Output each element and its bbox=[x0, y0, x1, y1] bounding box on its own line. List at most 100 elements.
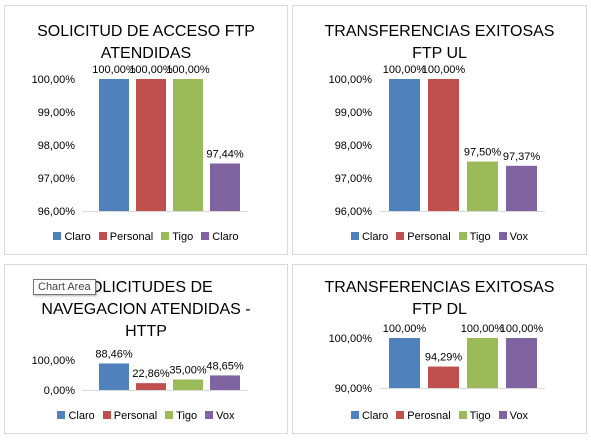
legend-label: Perosnal bbox=[407, 410, 451, 422]
legend-swatch bbox=[98, 232, 107, 240]
bar-vox[interactable] bbox=[506, 165, 537, 211]
y-tick-label: 99,00% bbox=[335, 107, 373, 119]
y-tick-label: 97,00% bbox=[335, 173, 373, 185]
bar-chart-plot: 96,00%97,00%98,00%99,00%100,00%100,00%10… bbox=[329, 64, 545, 218]
legend-item: Claro bbox=[350, 231, 388, 243]
data-label: 100,00% bbox=[166, 64, 210, 76]
y-tick-label: 100,00% bbox=[32, 355, 76, 367]
legend-swatch bbox=[350, 232, 359, 240]
legend-item: Personal bbox=[102, 410, 158, 422]
y-tick-label: 96,00% bbox=[335, 206, 373, 218]
y-tick-label: 90,00% bbox=[335, 383, 373, 395]
bar-personal[interactable] bbox=[136, 383, 166, 390]
chart-title: TRANSFERENCIAS EXITOSAS FTP DL bbox=[293, 277, 586, 321]
legend-swatch bbox=[350, 411, 359, 419]
chart-legend: Claro Personal Tigo Claro bbox=[5, 231, 287, 243]
legend-swatch bbox=[161, 232, 170, 240]
chart-title: TRANSFERENCIAS EXITOSAS FTP UL bbox=[293, 21, 586, 65]
y-tick-label: 100,00% bbox=[329, 74, 373, 86]
bar-tigo[interactable] bbox=[467, 338, 498, 388]
chart-title-line: FTP UL bbox=[412, 45, 467, 62]
legend-item: Claro bbox=[350, 410, 389, 422]
chart-title-line: HTTP bbox=[125, 323, 167, 340]
data-label: 48,65% bbox=[206, 360, 244, 372]
chart-title-line: TRANSFERENCIAS EXITOSAS bbox=[324, 279, 555, 296]
legend-label: Claro bbox=[361, 410, 389, 422]
legend-item: Claro bbox=[57, 410, 95, 422]
legend-swatch bbox=[396, 232, 405, 240]
bar-chart-plot: 96,00%97,00%98,00%99,00%100,00%100,00%10… bbox=[32, 64, 248, 218]
y-tick-label: 98,00% bbox=[335, 140, 373, 152]
data-label: 100,00% bbox=[383, 64, 427, 76]
bar-claro[interactable] bbox=[389, 79, 420, 211]
legend-label: Tigo bbox=[469, 231, 491, 243]
legend-swatch bbox=[458, 232, 467, 240]
y-tick-label: 97,00% bbox=[38, 173, 76, 185]
bar-personal[interactable] bbox=[136, 79, 166, 211]
data-label: 100,00% bbox=[92, 64, 136, 76]
legend-label: Claro bbox=[212, 231, 239, 243]
legend-swatch bbox=[498, 411, 507, 419]
legend-swatch bbox=[102, 411, 111, 419]
legend-item: Vox bbox=[498, 410, 529, 422]
data-label: 100,00% bbox=[422, 64, 466, 76]
bar-personal[interactable] bbox=[428, 79, 459, 211]
bar-vox[interactable] bbox=[210, 375, 240, 390]
legend-label: Personal bbox=[109, 231, 154, 243]
legend-label: Vox bbox=[216, 410, 235, 422]
bar-claro[interactable] bbox=[210, 163, 240, 211]
y-tick-label: 96,00% bbox=[38, 206, 76, 218]
chart-legend: Claro Personal Tigo Vox bbox=[5, 410, 287, 422]
legend-label: Personal bbox=[113, 410, 158, 422]
legend-label: Tigo bbox=[469, 410, 491, 422]
data-label: 100,00% bbox=[461, 323, 505, 335]
chart-legend: Claro Perosnal Tigo Vox bbox=[293, 410, 586, 422]
bar-tigo[interactable] bbox=[467, 161, 498, 212]
chart-area-tooltip: Chart Area bbox=[33, 279, 96, 295]
bar-tigo[interactable] bbox=[173, 79, 203, 211]
chart-title-line: ATENDIDAS bbox=[100, 45, 192, 62]
data-label: 88,46% bbox=[95, 348, 133, 360]
legend-item: Claro bbox=[201, 231, 239, 243]
y-tick-label: 98,00% bbox=[38, 140, 76, 152]
data-label: 97,37% bbox=[503, 151, 541, 163]
legend-label: Personal bbox=[407, 231, 451, 243]
bar-claro[interactable] bbox=[389, 338, 420, 388]
data-label: 97,50% bbox=[464, 147, 502, 159]
chart-legend: Claro Personal Tigo Vox bbox=[293, 231, 586, 243]
chart-title-line: NAVEGACION ATENDIDAS - bbox=[41, 301, 251, 318]
bar-tigo[interactable] bbox=[173, 379, 203, 391]
bar-chart-plot: 0,00% 100,00% 88,46% 22,86% 35,00% 48,65% bbox=[32, 348, 248, 397]
legend-swatch bbox=[201, 232, 210, 240]
legend-label: Claro bbox=[64, 231, 91, 243]
bar-claro[interactable] bbox=[99, 363, 129, 390]
chart-title: SOLICITUD DE ACCESO FTP ATENDIDAS bbox=[5, 21, 287, 65]
legend-swatch bbox=[498, 232, 507, 240]
legend-item: Personal bbox=[98, 231, 154, 243]
chart-title-line: SOLICITUD DE ACCESO FTP bbox=[37, 23, 255, 40]
chart-title-line: TRANSFERENCIAS EXITOSAS bbox=[324, 23, 555, 40]
legend-item: Vox bbox=[498, 231, 529, 243]
bar-perosnal[interactable] bbox=[428, 366, 459, 388]
y-tick-label: 99,00% bbox=[38, 107, 76, 119]
data-label: 100,00% bbox=[129, 64, 173, 76]
legend-item: Vox bbox=[205, 410, 235, 422]
legend-label: Tigo bbox=[172, 231, 194, 243]
chart-title-line: FTP DL bbox=[412, 301, 467, 318]
data-label: 35,00% bbox=[169, 365, 207, 377]
y-tick-label: 100,00% bbox=[32, 74, 76, 86]
data-label: 94,29% bbox=[425, 352, 463, 364]
chart-panel-ftp-ul[interactable]: TRANSFERENCIAS EXITOSAS FTP UL 96,00% 97,… bbox=[292, 5, 587, 255]
legend-item: Tigo bbox=[458, 410, 491, 422]
bar-vox[interactable] bbox=[506, 338, 537, 388]
legend-swatch bbox=[458, 411, 467, 419]
data-label: 100,00% bbox=[383, 323, 427, 335]
bar-claro[interactable] bbox=[99, 79, 129, 211]
legend-swatch bbox=[57, 411, 66, 419]
chart-panel-acceso-ftp[interactable]: SOLICITUD DE ACCESO FTP ATENDIDAS 96,00%… bbox=[4, 5, 288, 255]
legend-label: Vox bbox=[509, 231, 529, 243]
data-label: 100,00% bbox=[500, 323, 544, 335]
legend-item: Personal bbox=[396, 231, 451, 243]
legend-label: Vox bbox=[509, 410, 529, 422]
chart-panel-ftp-dl[interactable]: TRANSFERENCIAS EXITOSAS FTP DL 90,00% 100… bbox=[292, 264, 587, 434]
